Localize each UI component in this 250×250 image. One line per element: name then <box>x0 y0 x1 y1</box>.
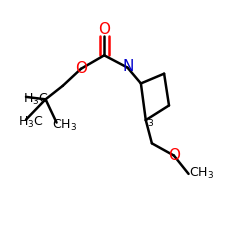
Text: CH$_3$: CH$_3$ <box>52 118 77 132</box>
Text: O: O <box>168 148 180 163</box>
Text: O: O <box>98 22 110 37</box>
Text: H$_3$C: H$_3$C <box>18 115 44 130</box>
Text: 3: 3 <box>147 119 153 128</box>
Text: H$_3$C: H$_3$C <box>23 92 49 107</box>
Text: O: O <box>75 61 87 76</box>
Text: CH$_3$: CH$_3$ <box>189 166 214 182</box>
Text: N: N <box>122 59 134 74</box>
